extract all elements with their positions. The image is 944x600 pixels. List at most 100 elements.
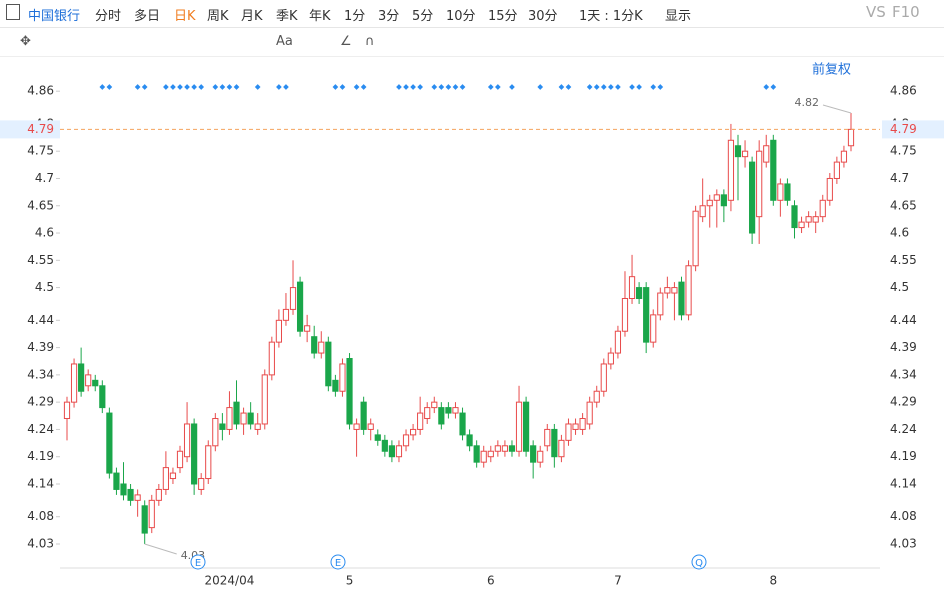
arc-icon[interactable]: ∩ — [365, 34, 375, 49]
candle-body — [466, 434, 473, 447]
move-icon[interactable]: ✥ — [20, 34, 31, 49]
candle-body — [438, 407, 445, 425]
low-pointer — [144, 543, 177, 555]
x-tick-label: 5 — [346, 574, 354, 588]
candle-body — [777, 183, 784, 201]
candle-body — [92, 379, 99, 387]
candle-body — [374, 434, 381, 441]
candle-body — [134, 494, 141, 501]
y-tick-label: 4.5 — [35, 280, 54, 294]
period-tab[interactable]: 30分 — [528, 9, 558, 24]
badge-label: E — [335, 558, 341, 569]
candle-body — [784, 183, 791, 201]
candle-body — [847, 128, 855, 147]
event-markers — [99, 84, 777, 90]
candle-body — [727, 139, 735, 201]
event-marker — [657, 84, 664, 90]
period-tab[interactable]: 5分 — [412, 9, 434, 24]
display[interactable]: 显示 — [665, 9, 692, 24]
high-label: 4.82 — [795, 96, 820, 109]
candle-body — [720, 194, 727, 207]
y-tick-label: 4.14 — [27, 476, 54, 490]
candle-body — [431, 401, 438, 409]
current-price-label: 4.79 — [27, 122, 54, 136]
badge-label: E — [195, 558, 201, 569]
candle-body — [275, 319, 282, 343]
event-marker — [770, 84, 777, 90]
line-icon[interactable]: ∠ — [340, 34, 352, 49]
candle-body — [501, 445, 509, 452]
period-tab[interactable]: 3分 — [378, 9, 400, 24]
interval[interactable]: 1天 : 1分K — [579, 9, 643, 24]
period-tab[interactable]: 多日 — [134, 9, 161, 24]
period-tab[interactable]: 周K — [207, 9, 229, 24]
current-price-label: 4.79 — [890, 122, 917, 136]
candle-body — [402, 434, 410, 447]
candle-body — [643, 287, 650, 343]
candle-body — [819, 199, 826, 218]
event-marker — [487, 84, 494, 90]
event-marker — [445, 84, 452, 90]
y-tick-label: 4.19 — [27, 449, 54, 463]
sidebar-icon[interactable] — [6, 4, 20, 20]
y2-tick-label: 4.86 — [890, 84, 917, 98]
period-tab[interactable]: 10分 — [446, 9, 476, 24]
candle-body — [692, 210, 699, 267]
y-tick-label: 4.6 — [35, 226, 54, 240]
event-marker — [565, 84, 572, 90]
period-tab[interactable]: 分时 — [95, 9, 122, 24]
candle-body — [636, 287, 643, 299]
y-tick-label: 4.34 — [27, 367, 54, 381]
y2-tick-label: 4.7 — [890, 171, 909, 185]
candle-body — [480, 450, 487, 463]
candle-body — [798, 221, 805, 229]
candle-body — [141, 505, 148, 534]
candle-body — [628, 276, 636, 299]
adjust-mode[interactable]: 前复权 — [812, 62, 851, 78]
event-marker — [495, 84, 501, 90]
f10[interactable]: F10 — [892, 3, 920, 21]
candle-body — [459, 412, 466, 436]
drawing-toolbar: ✥ Aa ∠ ∩ — [0, 28, 944, 57]
candle-body — [346, 358, 353, 425]
event-marker — [615, 84, 621, 90]
y-tick-label: 4.7 — [35, 171, 54, 185]
y2-tick-label: 4.03 — [890, 536, 917, 550]
event-marker — [360, 84, 367, 90]
candle-body — [515, 401, 523, 452]
candle-body — [254, 423, 261, 430]
period-tab[interactable]: 季K — [276, 9, 298, 24]
y2-tick-label: 4.5 — [890, 280, 909, 294]
candle-body — [85, 374, 92, 387]
candle-body — [812, 216, 819, 223]
y2-tick-label: 4.55 — [890, 253, 917, 267]
candle-body — [388, 445, 396, 458]
y2-tick-label: 4.39 — [890, 340, 917, 354]
candle-body — [219, 423, 226, 430]
candle-body — [176, 450, 184, 469]
period-tab[interactable]: 月K — [241, 9, 263, 24]
event-marker — [396, 84, 402, 90]
period-toolbar: 中国银行 分时 多日 日K 周K 月K 季K 年K 1分 3分 5分 10分 15分 30分 1天 : … — [0, 0, 944, 28]
candle-body — [713, 194, 720, 201]
period-tab[interactable]: 1分 — [344, 9, 366, 24]
candle-body — [473, 445, 480, 463]
candle-body — [741, 150, 749, 158]
stock-name[interactable]: 中国银行 — [28, 9, 81, 24]
x-tick-label: 7 — [614, 574, 622, 588]
candle-body — [325, 341, 332, 387]
candle-body — [318, 341, 325, 354]
vs[interactable]: VS — [866, 3, 886, 21]
candle-body — [452, 407, 459, 414]
badge — [330, 554, 346, 570]
period-tab[interactable]: 15分 — [488, 9, 518, 24]
candle-body — [127, 488, 134, 501]
event-marker — [134, 84, 141, 90]
text-tool[interactable]: Aa — [276, 34, 293, 49]
y2-tick-label: 4.65 — [890, 198, 917, 212]
period-tab[interactable]: 年K — [309, 9, 331, 24]
event-marker — [410, 84, 416, 90]
period-tab[interactable]: 日K — [174, 9, 196, 24]
candle-body — [360, 401, 367, 430]
